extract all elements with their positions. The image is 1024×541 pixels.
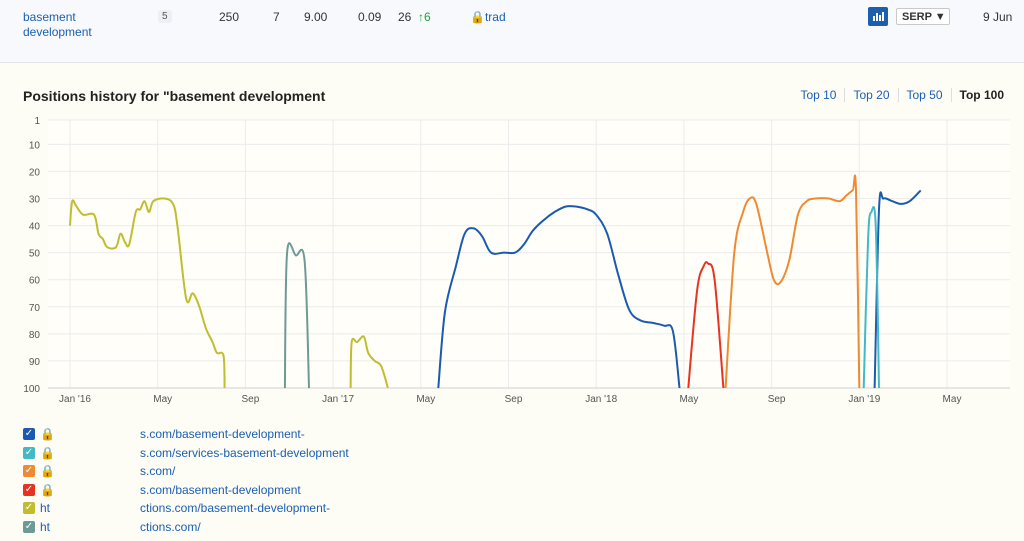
- lock-icon: 🔒: [40, 427, 55, 442]
- y-tick-label: 40: [29, 222, 41, 233]
- keyword-badge: 5: [158, 10, 172, 23]
- y-tick-label: 20: [29, 167, 41, 178]
- legend-item[interactable]: ✓ 🔒 s.com/basement-development: [23, 481, 349, 500]
- legend-checkbox[interactable]: ✓: [23, 446, 35, 459]
- x-tick-label: Jan '18: [585, 394, 617, 405]
- serp-dropdown[interactable]: SERP ▼: [896, 8, 950, 25]
- series-line-6: [862, 205, 880, 389]
- x-tick-label: Sep: [768, 394, 786, 405]
- legend-item[interactable]: ✓ ht ctions.com/basement-development-: [23, 499, 349, 518]
- legend-checkbox[interactable]: ✓: [23, 465, 35, 478]
- kd-value: 7: [273, 10, 280, 24]
- y-tick-label: 80: [29, 330, 41, 341]
- legend-item[interactable]: ✓ 🔒 s.com/services-basement-development: [23, 444, 349, 463]
- keyword-row: basement development 5 250 7 9.00 0.09 2…: [0, 0, 1024, 63]
- x-tick-label: May: [153, 394, 172, 405]
- series-line-5: [724, 174, 861, 389]
- legend-url-link[interactable]: s.com/basement-development: [140, 482, 301, 497]
- bar-chart-icon: [873, 12, 884, 21]
- plot-area: [48, 120, 1010, 388]
- legend-url-link[interactable]: ctions.com/: [140, 519, 201, 534]
- ctr-value: 0.09: [358, 10, 382, 24]
- legend-url-prefix: ht: [40, 501, 51, 516]
- legend-url-prefix: ht: [40, 519, 51, 534]
- series-line-1: [69, 197, 226, 389]
- tag-link[interactable]: trad: [484, 10, 506, 24]
- legend-item[interactable]: ✓ ht ctions.com/: [23, 518, 349, 537]
- x-tick-label: Jan '19: [848, 394, 880, 405]
- legend-checkbox[interactable]: ✓: [23, 502, 35, 515]
- lock-icon: 🔒: [470, 10, 485, 24]
- legend-url-link[interactable]: ctions.com/basement-development-: [140, 501, 331, 516]
- tab-top-50[interactable]: Top 50: [897, 88, 951, 102]
- legend-checkbox[interactable]: ✓: [23, 483, 35, 496]
- lock-icon: 🔒: [40, 482, 55, 497]
- keyword-link[interactable]: basement development: [23, 10, 92, 39]
- series-line-4: [687, 261, 725, 389]
- y-tick-label: 50: [29, 249, 41, 260]
- legend: ✓ 🔒 s.com/basement-development- ✓ 🔒 s.com/ser…: [23, 425, 349, 536]
- x-tick-label: May: [679, 394, 698, 405]
- legend-url-link[interactable]: s.com/services-basement-development: [140, 445, 349, 460]
- series-line-2: [283, 242, 310, 389]
- chart-button[interactable]: [868, 7, 888, 26]
- series-line-3: [873, 189, 922, 389]
- tab-top-100[interactable]: Top 100: [950, 88, 1012, 102]
- y-tick-label: 70: [29, 303, 41, 314]
- tag-cell[interactable]: 🔒trad: [470, 10, 506, 24]
- position-value: 26: [398, 10, 412, 24]
- series-line-1: [349, 335, 389, 389]
- position-change: ↑6: [418, 10, 431, 24]
- x-tick-label: Jan '17: [322, 394, 354, 405]
- series-line-3: [437, 205, 681, 389]
- range-tabs: Top 10 Top 20 Top 50 Top 100: [792, 88, 1012, 102]
- x-tick-label: Jan '16: [59, 394, 91, 405]
- legend-item[interactable]: ✓ 🔒 s.com/: [23, 462, 349, 481]
- date-value: 9 Jun: [983, 10, 1013, 24]
- y-tick-label: 60: [29, 276, 41, 287]
- lock-icon: 🔒: [40, 464, 55, 479]
- y-tick-label: 1: [34, 116, 40, 127]
- tab-top-10[interactable]: Top 10: [800, 88, 837, 102]
- lock-icon: 🔒: [40, 445, 55, 460]
- tab-top-20[interactable]: Top 20: [844, 88, 897, 102]
- legend-checkbox[interactable]: ✓: [23, 520, 35, 533]
- x-tick-label: May: [943, 394, 962, 405]
- y-tick-label: 90: [29, 357, 41, 368]
- positions-history-chart: 1 10 20 30 40 50 60 70 80 90 100 Jan '16 May Sep Jan '…: [23, 116, 1010, 405]
- y-tick-label: 30: [29, 195, 41, 206]
- legend-url-link[interactable]: s.com/: [140, 464, 176, 479]
- y-tick-label: 10: [29, 140, 41, 151]
- section-title: Positions history for "basement developm…: [23, 88, 326, 104]
- x-tick-label: Sep: [505, 394, 523, 405]
- x-tick-label: May: [416, 394, 435, 405]
- x-tick-label: Sep: [242, 394, 260, 405]
- legend-item[interactable]: ✓ 🔒 s.com/basement-development-: [23, 425, 349, 444]
- volume-value: 250: [219, 10, 240, 24]
- legend-checkbox[interactable]: ✓: [23, 428, 35, 441]
- cpc-value: 9.00: [304, 10, 328, 24]
- y-tick-label: 100: [23, 384, 40, 395]
- legend-url-link[interactable]: s.com/basement-development-: [140, 427, 305, 442]
